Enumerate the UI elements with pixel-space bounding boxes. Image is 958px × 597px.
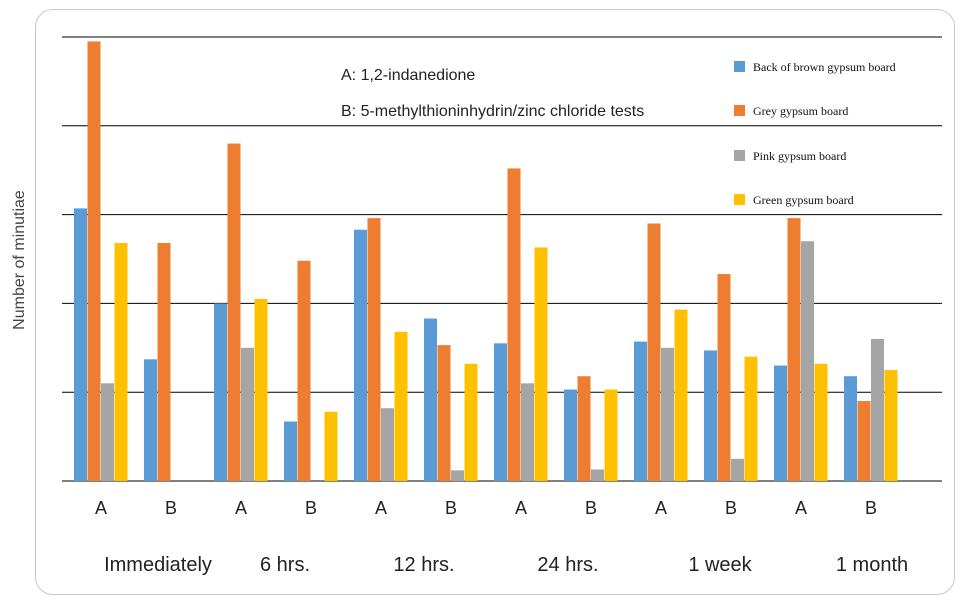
bar [744,356,758,481]
annotation-b: B: 5-methylthioninhydrin/zinc chloride t… [341,103,644,120]
x-group-labels: Immediately 6 hrs. 12 hrs. 24 hrs. 1 week 1 m… [104,554,908,576]
x-tick-label: B [445,498,457,518]
bar [647,223,661,482]
legend-label: Pink gypsum board [753,149,846,163]
x-tick-label: A [515,498,527,518]
bar [494,343,507,481]
y-axis-label: Number of minutiae [11,190,28,330]
legend-swatch [734,105,745,116]
x-tick-label: B [865,498,877,518]
x-group-label: 24 hrs. [537,554,598,576]
x-tick-label: B [305,498,317,518]
legend-label: Grey gypsum board [753,104,848,118]
bar [437,345,451,481]
bar [717,274,731,481]
bar [144,359,157,481]
x-tick-label: A [375,498,387,518]
bar [227,143,241,481]
bar [564,389,577,481]
bar [507,168,521,481]
legend-label: Green gypsum board [753,193,854,207]
bar [634,341,647,481]
legend-swatch [734,61,745,72]
x-tick-label: A [795,498,807,518]
bar [114,243,128,481]
bar [731,458,744,481]
bar [774,365,787,481]
x-tick-label: A [655,498,667,518]
bar [74,208,87,481]
x-tick-label: B [165,498,177,518]
bar [394,331,408,481]
x-tick-label: B [585,498,597,518]
bar [297,260,311,481]
legend-swatch [734,150,745,161]
bar [214,303,227,481]
bar [661,347,674,481]
bar [367,218,381,482]
x-group-label: 1 week [688,554,752,576]
chart-frame [35,9,955,595]
bar [521,383,534,481]
x-tick-label: A [95,498,107,518]
bar [577,376,591,481]
bar [241,347,254,481]
x-group-label: 12 hrs. [393,554,454,576]
bars [74,41,898,482]
bar [704,350,717,481]
bar [801,241,814,481]
annotation-a: A: 1,2-indanedione [341,67,475,84]
bar [354,229,367,481]
legend: Back of brown gypsum board Grey gypsum bo… [734,60,896,207]
legend-swatch [734,194,745,205]
bar [844,376,857,481]
x-tick-label: A [235,498,247,518]
bar [857,401,871,481]
bar [814,363,828,481]
bar [101,383,114,481]
x-group-label: 1 month [836,554,908,576]
x-group-label: Immediately [104,554,212,576]
bar [87,41,101,481]
bar [254,298,268,481]
bar [324,411,338,481]
bar [871,338,884,481]
bar [591,469,604,481]
bar [284,421,297,481]
bar [604,389,618,481]
legend-label: Back of brown gypsum board [753,60,896,74]
bar [787,218,801,482]
x-group-label: 6 hrs. [260,554,310,576]
bar [157,243,171,481]
bar [674,309,688,481]
bar [884,370,898,481]
bar [451,470,464,481]
bar [464,363,478,481]
bar [381,408,394,481]
bar [424,318,437,481]
x-tick-label: B [725,498,737,518]
bar [534,247,548,481]
